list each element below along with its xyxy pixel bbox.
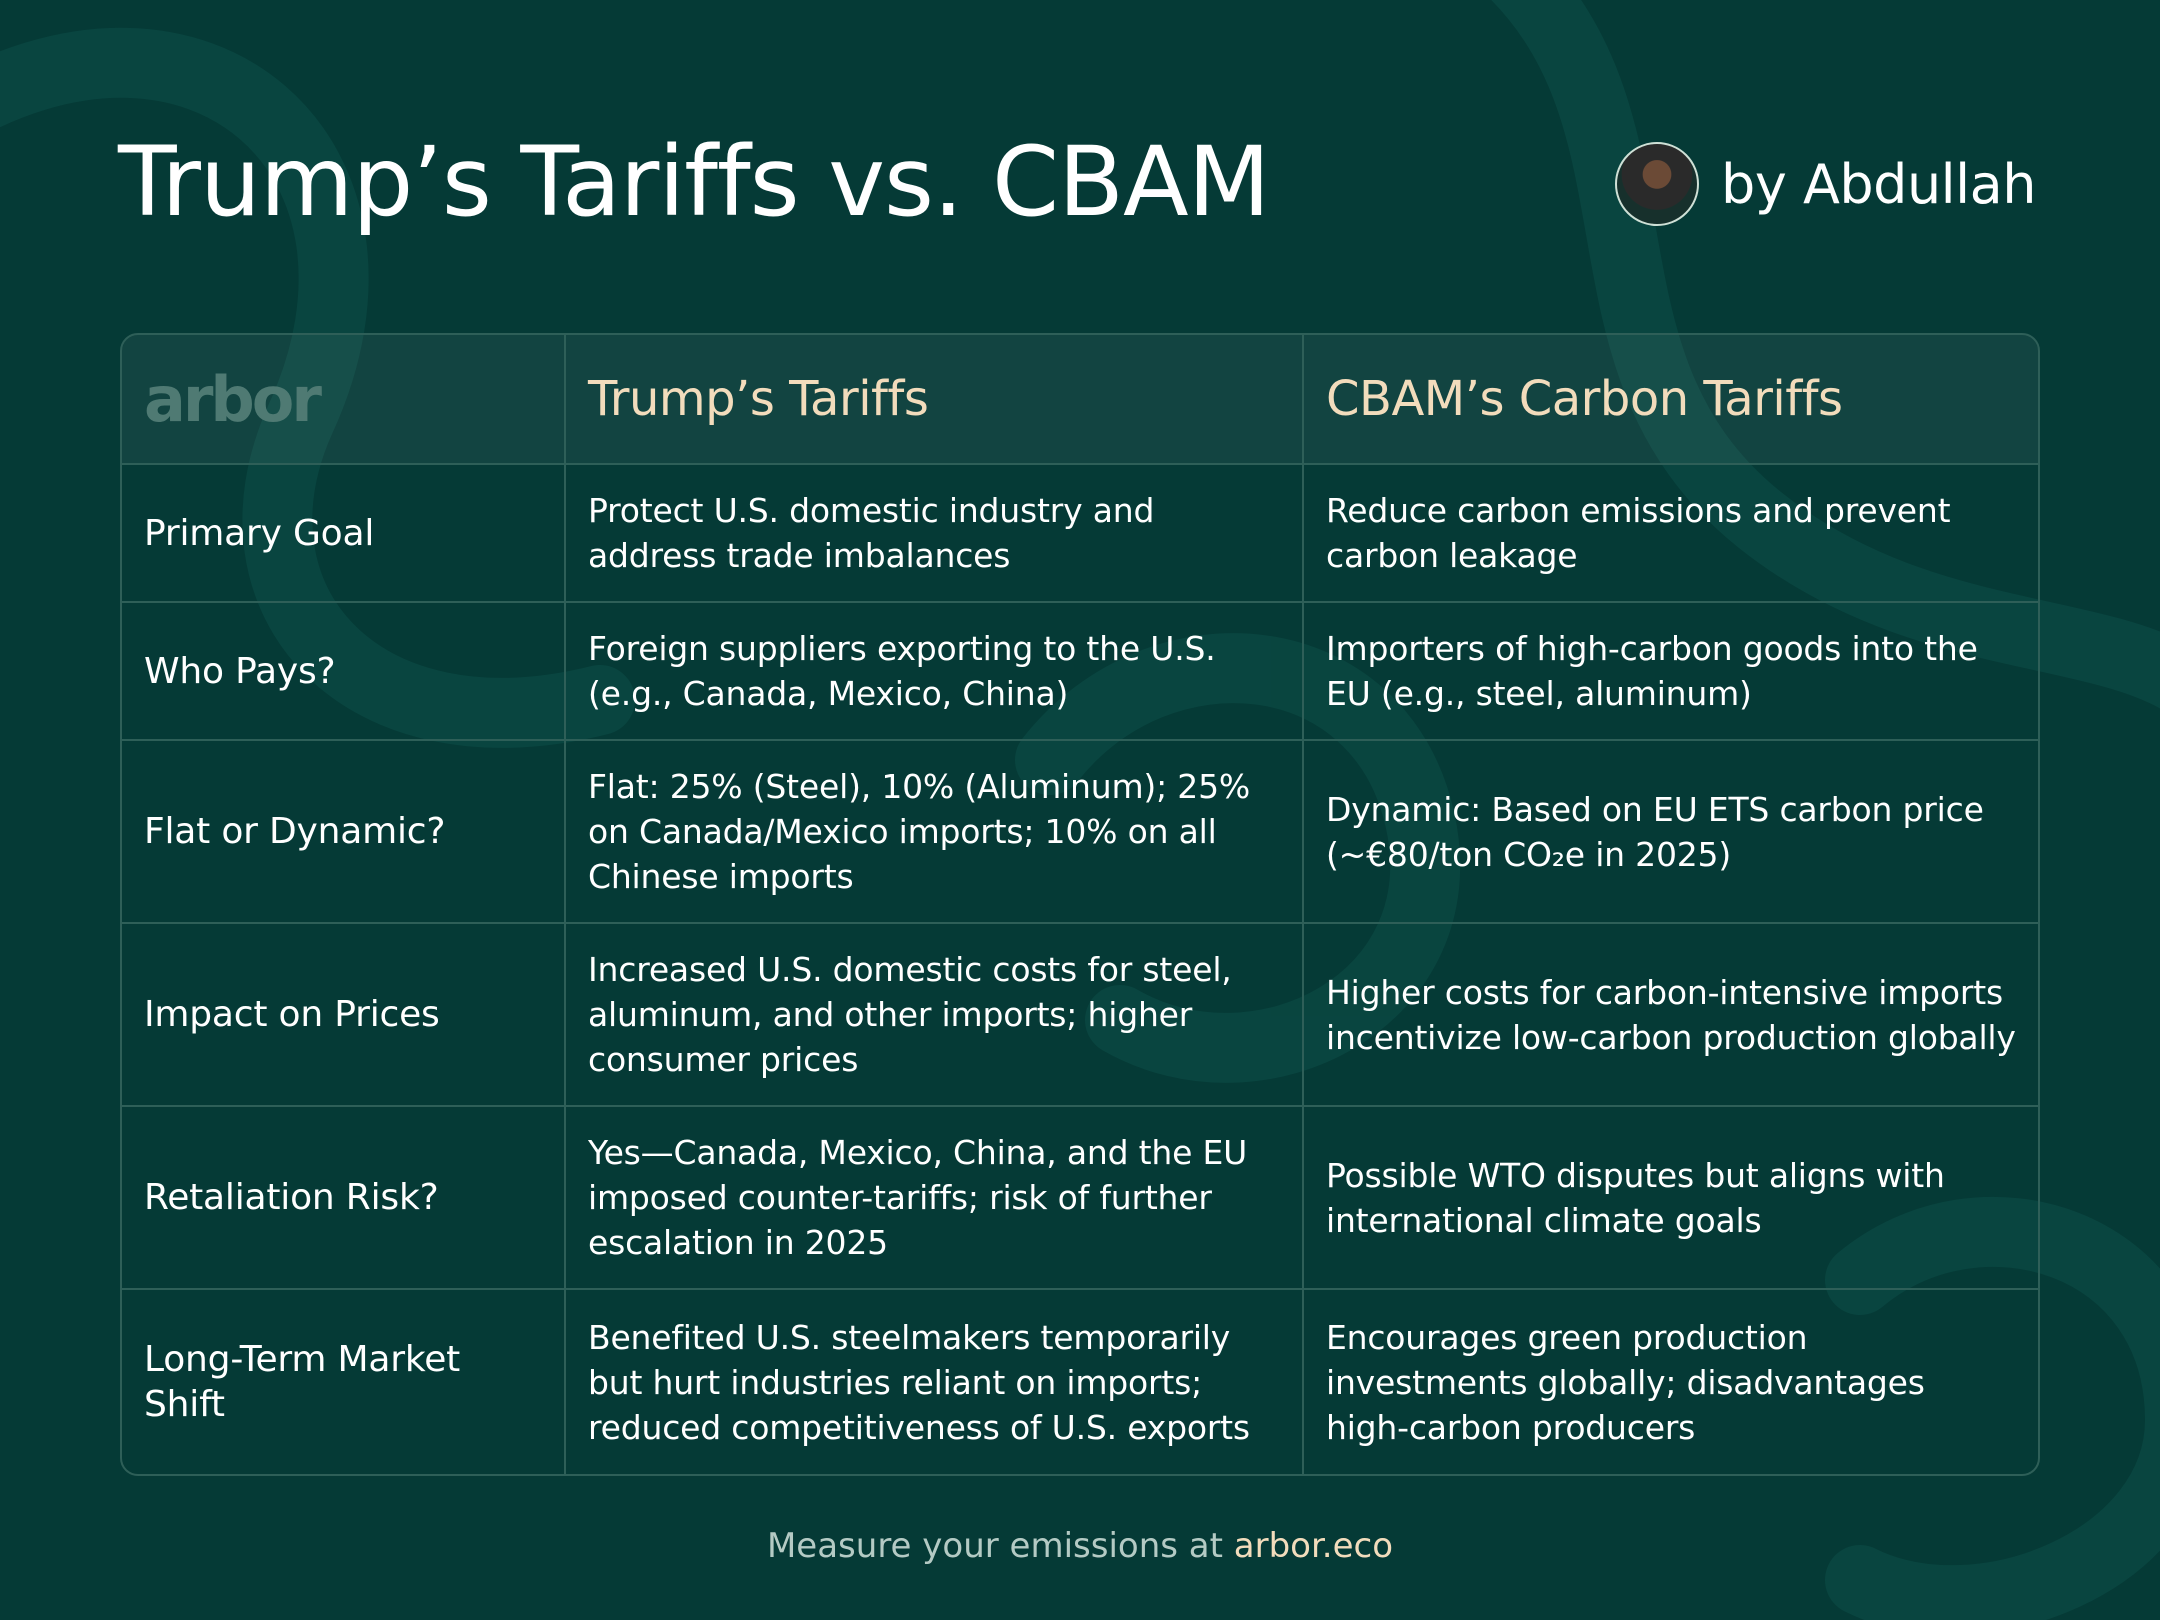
table-header-logo-cell: arbor (122, 335, 566, 465)
table-cell-cbam: Encourages green production investments … (1326, 1317, 1925, 1447)
table-header-trump: Trump’s Tariffs (566, 335, 1304, 465)
row-label: Impact on Prices (122, 924, 566, 1107)
avatar (1615, 142, 1700, 226)
table-cell-cbam: Higher costs for carbon-intensive import… (1304, 924, 2038, 1107)
footer: Measure your emissions at arbor.eco (0, 1526, 2160, 1566)
page-title: Trump’s Tariffs vs. CBAM (118, 126, 1270, 238)
table-cell-trump: Benefited U.S. steelmakers temporarily b… (566, 1290, 1304, 1474)
footer-text: Measure your emissions at (766, 1526, 1234, 1566)
row-label: Who Pays? (122, 603, 566, 741)
table-cell-cbam: Reduce carbon emissions and prevent carb… (1304, 465, 2038, 603)
table-cell-cbam: Dynamic: Based on EU ETS carbon price (~… (1304, 741, 2038, 924)
comparison-table: arbor Trump’s Tariffs CBAM’s Carbon Tari… (120, 333, 2040, 1476)
author-name: by Abdullah (1721, 152, 2036, 216)
table-header-cbam: CBAM’s Carbon Tariffs (1304, 335, 2038, 465)
table-cell-cbam: Possible WTO disputes but aligns with in… (1304, 1107, 2038, 1290)
row-label: Long-Term Market Shift (122, 1290, 566, 1474)
row-label: Primary Goal (122, 465, 566, 603)
table-cell-cbam: Importers of high-carbon goods into the … (1304, 603, 2038, 741)
row-label: Retaliation Risk? (122, 1107, 566, 1290)
row-label: Flat or Dynamic? (122, 741, 566, 924)
table-cell-trump: Flat: 25% (Steel), 10% (Aluminum); 25% o… (566, 741, 1304, 924)
footer-link[interactable]: arbor.eco (1233, 1526, 1394, 1566)
arbor-logo: arbor (144, 362, 322, 436)
author-badge: by Abdullah (1615, 142, 2036, 226)
table-cell-trump: Yes—Canada, Mexico, China, and the EU im… (566, 1107, 1304, 1290)
table-cell-trump: Foreign suppliers exporting to the U.S. … (566, 603, 1304, 741)
table-cell-trump: Protect U.S. domestic industry and addre… (566, 465, 1304, 603)
table-cell-trump: Increased U.S. domestic costs for steel,… (566, 924, 1304, 1107)
